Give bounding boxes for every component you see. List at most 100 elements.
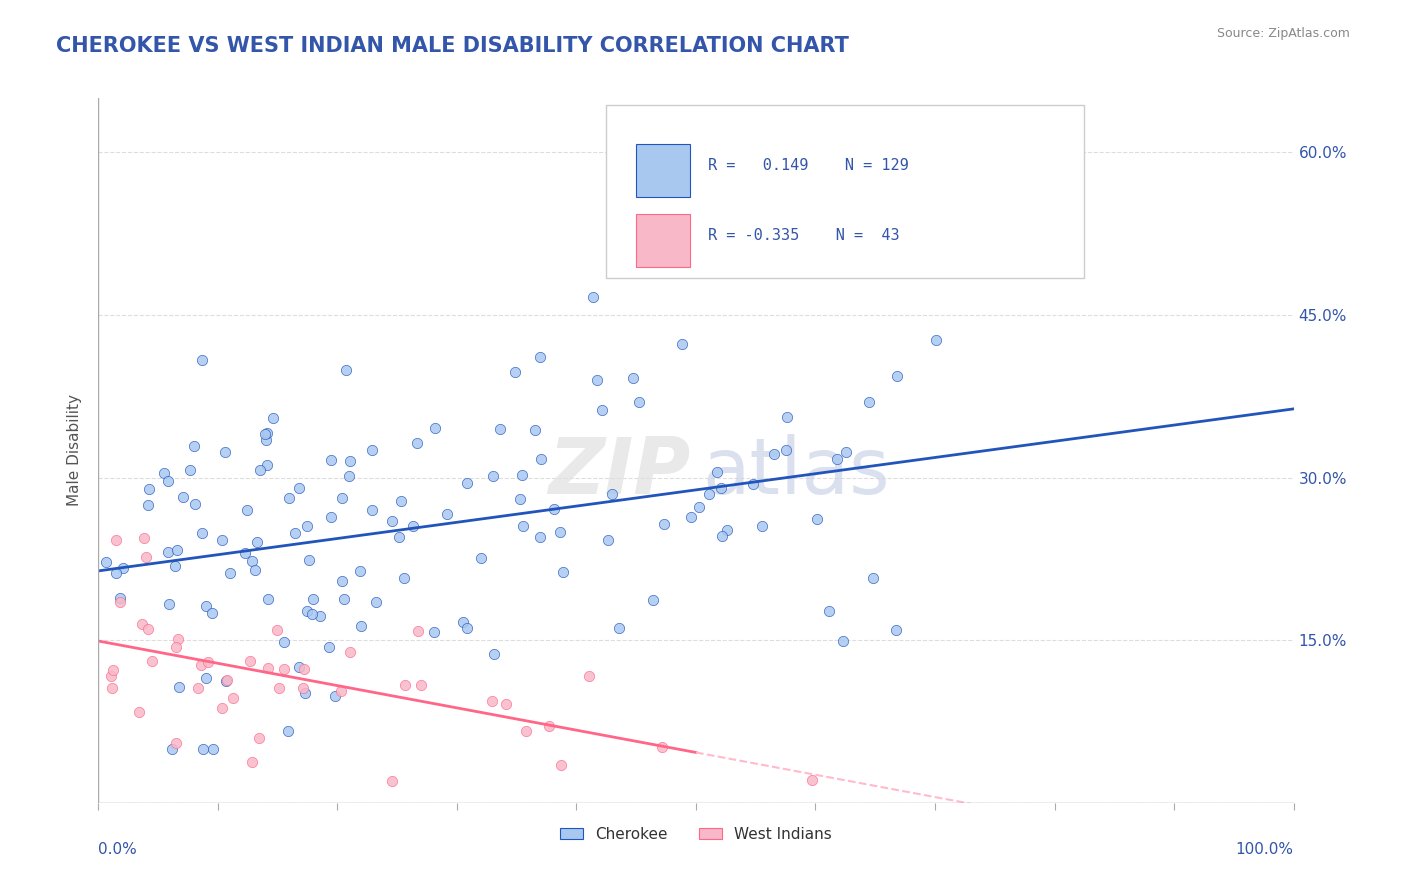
FancyBboxPatch shape	[606, 105, 1084, 277]
Point	[578, 669, 600, 683]
Point	[405, 435, 427, 450]
Point	[339, 454, 361, 468]
Point	[167, 681, 190, 695]
Point	[510, 468, 533, 483]
Point	[423, 421, 446, 435]
Point	[211, 701, 233, 715]
Point	[776, 410, 799, 425]
Point	[681, 509, 703, 524]
Point	[741, 476, 763, 491]
Point	[530, 452, 553, 467]
Point	[165, 736, 187, 750]
Point	[716, 523, 738, 537]
Point	[509, 491, 531, 506]
Point	[111, 561, 134, 575]
Point	[596, 533, 619, 547]
Text: ZIP: ZIP	[548, 434, 690, 509]
Point	[495, 698, 517, 712]
Point	[236, 503, 259, 517]
Point	[292, 662, 315, 676]
Point	[831, 633, 853, 648]
Point	[482, 469, 505, 483]
Text: Source: ZipAtlas.com: Source: ZipAtlas.com	[1216, 27, 1350, 40]
Point	[884, 623, 907, 637]
Point	[247, 731, 270, 746]
Point	[288, 660, 311, 674]
Point	[184, 498, 207, 512]
Point	[245, 563, 267, 577]
Point	[233, 546, 256, 560]
FancyBboxPatch shape	[637, 214, 690, 268]
Point	[628, 394, 651, 409]
Point	[136, 498, 159, 512]
Point	[211, 533, 233, 547]
Point	[349, 564, 371, 578]
Point	[451, 615, 474, 630]
Point	[529, 350, 551, 364]
Point	[190, 658, 212, 673]
Point	[388, 529, 411, 543]
Point	[256, 458, 278, 472]
Point	[360, 502, 382, 516]
Point	[266, 623, 288, 637]
Point	[156, 545, 179, 559]
Point	[688, 500, 710, 514]
Point	[100, 668, 122, 682]
Point	[194, 599, 217, 613]
Point	[654, 517, 676, 532]
Point	[330, 491, 353, 506]
Point	[512, 519, 534, 533]
Point	[202, 741, 225, 756]
Point	[309, 608, 332, 623]
Point	[105, 566, 128, 581]
Point	[515, 723, 537, 738]
Point	[294, 686, 316, 700]
Point	[249, 463, 271, 477]
Point	[503, 365, 526, 379]
Point	[269, 681, 291, 695]
Point	[333, 592, 356, 607]
Point	[470, 551, 492, 566]
Point	[273, 635, 295, 649]
Point	[214, 445, 236, 459]
Point	[862, 570, 884, 584]
Point	[436, 507, 458, 521]
Point	[323, 689, 346, 703]
Point	[543, 502, 565, 516]
Point	[166, 543, 188, 558]
Point	[825, 452, 848, 467]
Point	[195, 671, 218, 685]
Point	[257, 592, 280, 607]
Point	[706, 466, 728, 480]
Point	[291, 681, 314, 695]
Text: R = -0.335    N =  43: R = -0.335 N = 43	[709, 228, 900, 243]
Point	[153, 466, 176, 480]
Point	[751, 519, 773, 533]
Point	[165, 640, 187, 654]
Point	[298, 552, 321, 566]
Point	[339, 644, 361, 658]
Point	[481, 693, 503, 707]
Point	[524, 423, 547, 437]
Point	[108, 591, 131, 605]
Point	[710, 481, 733, 495]
Point	[697, 487, 720, 501]
Point	[134, 531, 156, 545]
Point	[886, 369, 908, 384]
Point	[537, 719, 560, 733]
Point	[138, 482, 160, 496]
Point	[222, 691, 245, 706]
Point	[278, 491, 301, 505]
Point	[456, 621, 478, 635]
Point	[101, 663, 124, 677]
Point	[183, 439, 205, 453]
Point	[360, 443, 382, 458]
Point	[214, 673, 236, 688]
Point	[215, 673, 238, 687]
Point	[858, 395, 880, 409]
Point	[246, 534, 269, 549]
Point	[256, 425, 278, 440]
Point	[302, 592, 325, 607]
Point	[607, 621, 630, 635]
Point	[160, 741, 183, 756]
